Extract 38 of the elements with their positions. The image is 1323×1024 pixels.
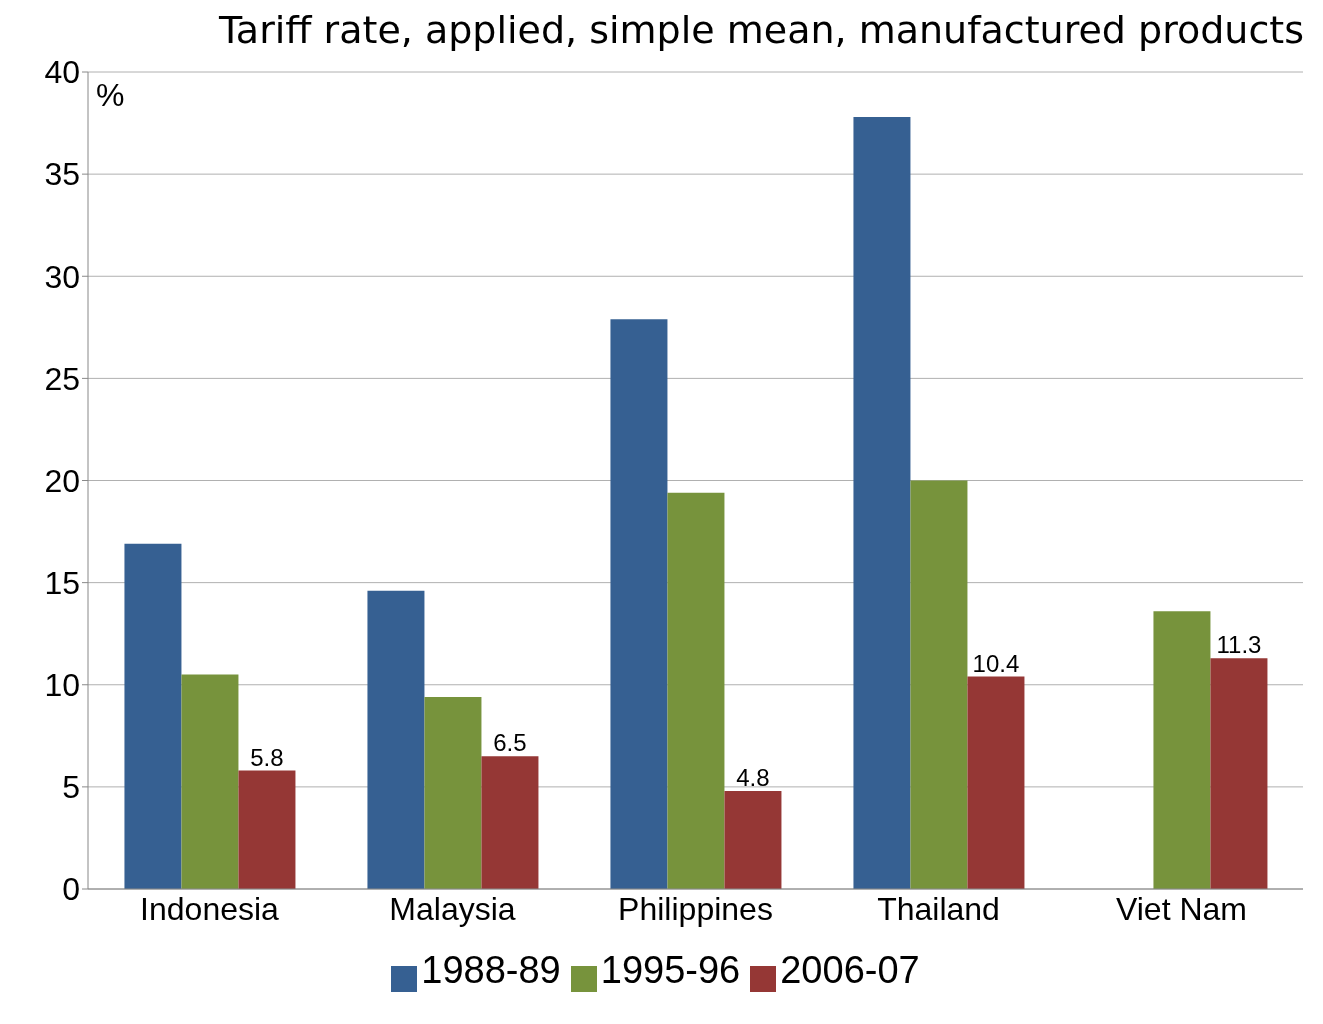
- data-label: 6.5: [493, 729, 527, 757]
- bar: [181, 674, 239, 889]
- bar: [481, 756, 539, 889]
- y-tick-label: 25: [44, 360, 80, 397]
- bar: [367, 590, 425, 889]
- y-tick-label: 35: [44, 156, 80, 193]
- bar: [424, 697, 482, 889]
- y-tick-label: 20: [44, 462, 80, 499]
- y-tick-label: 10: [44, 667, 80, 704]
- x-tick-label: Thailand: [877, 890, 1000, 927]
- chart-title: Tariff rate, applied, simple mean, manufactured products: [217, 8, 1305, 52]
- x-tick-label: Viet Nam: [1115, 890, 1248, 927]
- bar: [124, 543, 182, 889]
- bar: [724, 790, 782, 889]
- legend-label: 2006-07: [780, 949, 920, 991]
- x-tick-label: Philippines: [618, 890, 773, 927]
- bar: [1153, 611, 1211, 889]
- x-tick-label: Indonesia: [140, 890, 280, 927]
- bar: [853, 116, 911, 889]
- bar: [667, 492, 725, 889]
- y-tick-label: 40: [44, 54, 80, 91]
- bar: [610, 319, 668, 889]
- y-tick-label: 0: [62, 871, 80, 908]
- bar: [910, 480, 968, 889]
- legend-label: 1988-89: [421, 949, 561, 991]
- y-tick-label: 30: [44, 258, 80, 295]
- bar: [967, 676, 1025, 889]
- y-axis-title: %: [96, 77, 125, 113]
- data-label: 5.8: [250, 743, 284, 771]
- data-label: 11.3: [1216, 631, 1262, 659]
- y-tick-label: 5: [62, 769, 80, 806]
- data-label: 4.8: [736, 763, 770, 791]
- bar: [1210, 658, 1268, 889]
- data-label: 10.4: [972, 649, 1020, 677]
- legend-label: 1995-96: [600, 949, 741, 991]
- bar: [238, 770, 296, 889]
- x-tick-label: Malaysia: [389, 890, 516, 927]
- y-tick-label: 15: [44, 564, 80, 601]
